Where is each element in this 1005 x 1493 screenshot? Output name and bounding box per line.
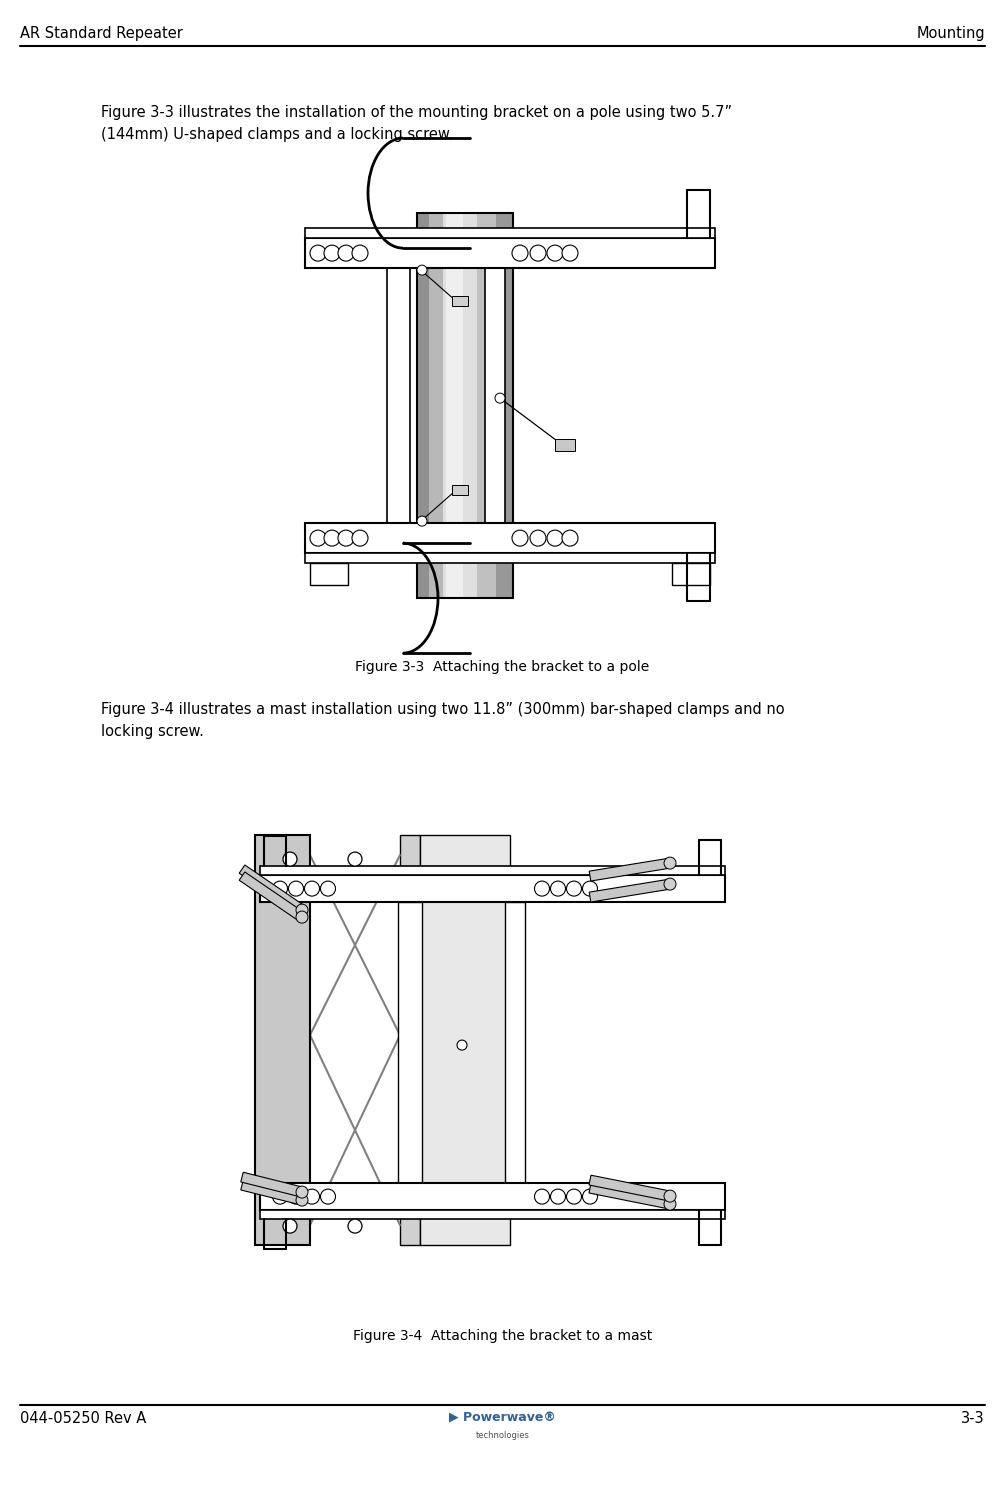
Bar — [255, 835, 310, 1245]
Circle shape — [272, 1188, 287, 1203]
Circle shape — [417, 517, 427, 526]
Circle shape — [352, 245, 368, 261]
Text: 3-3: 3-3 — [961, 1411, 985, 1426]
Circle shape — [283, 1220, 297, 1233]
Bar — [495, 213, 513, 599]
Circle shape — [296, 1185, 308, 1197]
Bar — [452, 296, 468, 306]
Bar — [555, 439, 575, 451]
Polygon shape — [241, 1172, 304, 1197]
Circle shape — [512, 530, 528, 546]
Circle shape — [338, 530, 354, 546]
Circle shape — [512, 245, 528, 261]
Polygon shape — [589, 1182, 671, 1209]
Polygon shape — [589, 879, 670, 902]
Bar — [305, 552, 715, 563]
Text: technologies: technologies — [475, 1430, 530, 1439]
Circle shape — [288, 881, 304, 896]
Circle shape — [272, 881, 287, 896]
Circle shape — [310, 245, 326, 261]
Circle shape — [338, 245, 354, 261]
Circle shape — [530, 530, 546, 546]
Circle shape — [530, 245, 546, 261]
Circle shape — [352, 530, 368, 546]
Bar — [305, 228, 715, 237]
Bar — [305, 237, 715, 269]
Circle shape — [583, 881, 598, 896]
Bar — [398, 902, 422, 1182]
Polygon shape — [239, 864, 305, 914]
Bar — [428, 213, 443, 599]
Circle shape — [324, 245, 340, 261]
Text: Figure 3-4  Attaching the bracket to a mast: Figure 3-4 Attaching the bracket to a ma… — [353, 1329, 652, 1342]
Bar — [260, 875, 725, 902]
Bar — [387, 269, 410, 552]
Bar — [485, 269, 505, 552]
Circle shape — [457, 1041, 467, 1050]
Bar — [260, 1182, 725, 1211]
Polygon shape — [589, 858, 670, 881]
Circle shape — [310, 530, 326, 546]
Circle shape — [495, 393, 505, 403]
Bar — [420, 835, 510, 1245]
Circle shape — [547, 530, 563, 546]
Text: 044-05250 Rev A: 044-05250 Rev A — [20, 1411, 147, 1426]
Text: Mounting: Mounting — [917, 25, 985, 40]
Polygon shape — [241, 1181, 304, 1205]
Bar — [310, 563, 348, 585]
Circle shape — [535, 881, 550, 896]
Circle shape — [324, 530, 340, 546]
Circle shape — [321, 1188, 336, 1203]
Circle shape — [583, 1188, 598, 1203]
Bar — [505, 902, 525, 1182]
Bar — [255, 835, 310, 1245]
Bar — [417, 213, 428, 599]
Text: (144mm) U-shaped clamps and a locking screw.: (144mm) U-shaped clamps and a locking sc… — [100, 127, 452, 142]
Polygon shape — [589, 1175, 671, 1200]
Circle shape — [562, 530, 578, 546]
Circle shape — [551, 1188, 566, 1203]
Bar — [417, 213, 513, 599]
Bar — [260, 1211, 725, 1220]
Circle shape — [551, 881, 566, 896]
Circle shape — [296, 905, 308, 917]
Circle shape — [664, 1190, 676, 1202]
Circle shape — [305, 881, 320, 896]
Text: AR Standard Repeater: AR Standard Repeater — [20, 25, 183, 40]
Bar — [452, 485, 468, 496]
Bar — [305, 523, 715, 552]
Circle shape — [288, 1188, 304, 1203]
Circle shape — [283, 853, 297, 866]
Circle shape — [417, 266, 427, 275]
Circle shape — [348, 1220, 362, 1233]
Bar — [476, 213, 495, 599]
Polygon shape — [239, 872, 305, 921]
Text: Figure 3-3  Attaching the bracket to a pole: Figure 3-3 Attaching the bracket to a po… — [356, 660, 649, 673]
Bar — [443, 213, 476, 599]
Bar — [446, 213, 463, 599]
Circle shape — [547, 245, 563, 261]
Circle shape — [296, 1194, 308, 1206]
Circle shape — [664, 1197, 676, 1211]
Bar — [400, 835, 420, 1245]
Circle shape — [664, 878, 676, 890]
Bar — [260, 866, 725, 875]
Circle shape — [535, 1188, 550, 1203]
Circle shape — [305, 1188, 320, 1203]
Circle shape — [296, 911, 308, 923]
Text: ▶ Powerwave®: ▶ Powerwave® — [449, 1412, 556, 1424]
Circle shape — [348, 853, 362, 866]
Bar — [420, 835, 510, 1245]
Circle shape — [562, 245, 578, 261]
Circle shape — [321, 881, 336, 896]
Circle shape — [567, 1188, 582, 1203]
Circle shape — [664, 857, 676, 869]
Bar — [672, 563, 710, 585]
Text: locking screw.: locking screw. — [100, 724, 203, 739]
Circle shape — [567, 881, 582, 896]
Text: Figure 3-3 illustrates the installation of the mounting bracket on a pole using : Figure 3-3 illustrates the installation … — [100, 105, 732, 119]
Text: Figure 3-4 illustrates a mast installation using two 11.8” (300mm) bar-shaped cl: Figure 3-4 illustrates a mast installati… — [100, 702, 784, 717]
